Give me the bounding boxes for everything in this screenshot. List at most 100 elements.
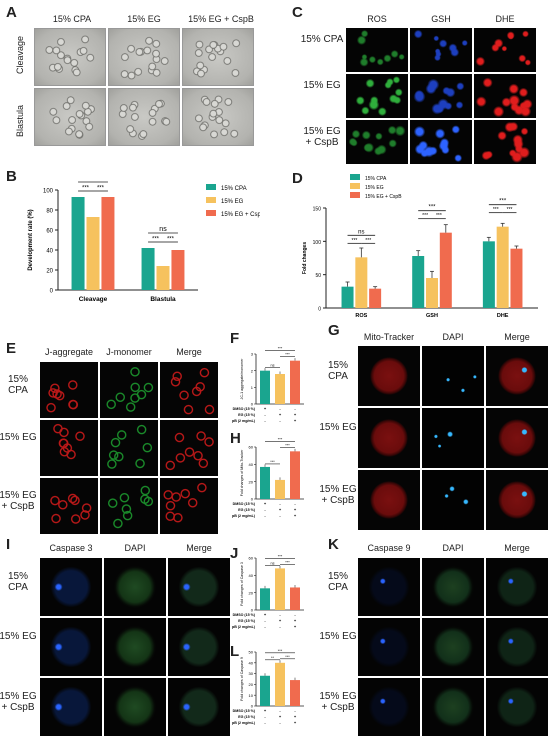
panelC-image-r1-c0 [346, 74, 408, 118]
panelJ-table-cell-2-0: - [264, 624, 266, 629]
panel-f-chart: 0 1 2 3 JC-1 aggregate/monomer ns ****** DMSO (… [232, 347, 304, 423]
panelE-image-r0-c1 [100, 362, 158, 418]
panelC-image-r0-c0 [346, 28, 408, 72]
panelJ-sig-2: *** [278, 554, 283, 558]
panel-e-letter: E [6, 340, 17, 357]
panelL-ytick-0: 0 [251, 704, 254, 709]
panelB-category-0: Cleavage [79, 296, 108, 303]
panelC-image-r2-c0 [346, 120, 408, 164]
panel-a-image-r0-c0 [34, 28, 106, 86]
panelL-table-cell-2-2: + [294, 720, 297, 725]
panelJ-ylabel: Fold changes of Caspase 3 [240, 562, 244, 606]
panelJ-ytick-2: 40 [249, 573, 254, 578]
panelB-ytick-1: 20 [46, 269, 53, 275]
panelD-bar-0-1 [355, 257, 368, 308]
panelB-ytick-4: 80 [46, 209, 53, 215]
panelL-bar-0 [260, 675, 270, 706]
panelE-col-header-0: J-aggregate [44, 347, 94, 357]
panelL-table-label-2: CspB (2 mg/mL) [232, 721, 256, 725]
panelJ-sig-1: *** [285, 560, 290, 564]
panelD-sig-c-2: *** [499, 199, 507, 205]
panelE-row-label-2: 15% EG + CspB [0, 490, 37, 512]
panelD-legend-swatch-2 [350, 192, 360, 198]
panelI-row-label-0: 15% CPA [7, 571, 28, 593]
panelL-bar-1 [275, 662, 285, 706]
panelL-table-cell-1-0: - [264, 714, 266, 719]
panelF-ytick-3: 3 [251, 352, 254, 357]
panel-b-letter: B [6, 168, 17, 185]
panelK-image-r1-c1 [422, 618, 484, 676]
panelF-sig-0: ns [270, 364, 274, 368]
panelF-table-cell-2-1: - [279, 418, 281, 423]
panelH-bar-2 [290, 451, 300, 499]
panelD-bar-1-2 [439, 232, 452, 308]
panelD-bar-2-1 [496, 226, 509, 308]
panelJ-ytick-3: 60 [249, 556, 254, 561]
panelD-sig-b-2: *** [507, 207, 513, 213]
panelB-ytick-0: 0 [50, 289, 54, 295]
panelG-image-r0-c2 [486, 346, 548, 406]
panelD-ytick-0: 0 [318, 307, 321, 313]
panel-b-chart: 0 20 40 60 80 100 Development rate (%) Cleavage… [28, 180, 260, 303]
panel-a-letter: A [6, 4, 17, 21]
panelC-col-header-2: DHE [495, 14, 515, 24]
panelL-table-cell-2-1: - [279, 720, 281, 725]
panelB-ytick-5: 100 [43, 189, 54, 195]
panelJ-table-label-1: EG (15 %) [238, 619, 256, 623]
panel-f-letter: F [230, 330, 240, 347]
panelD-bar-2-0 [482, 241, 495, 308]
panelC-row-label-1: 15% EG [303, 80, 341, 91]
panelE-image-r0-c2 [160, 362, 218, 418]
panelD-category-0: ROS [355, 313, 367, 319]
panel-g-letter: G [328, 322, 340, 339]
panelB-sig-c-0: ns [89, 180, 97, 182]
panelD-ytick-2: 100 [313, 240, 322, 246]
panelH-bar-1 [275, 479, 285, 499]
panelI-image-r0-c2 [168, 558, 230, 616]
panelB-bar-1-2 [171, 250, 185, 290]
panelD-sig-c-1: *** [428, 205, 436, 211]
panelI-row-label-1: 15% EG [0, 631, 37, 642]
panelH-table-label-0: DMSO (15 %) [233, 502, 256, 506]
panel-d-letter: D [292, 170, 303, 187]
panelC-image-r1-c2 [474, 74, 536, 118]
panelH-ytick-3: 60 [249, 445, 254, 450]
panelG-image-r1-c1 [422, 408, 484, 468]
panelJ-table-cell-0-0: + [264, 612, 267, 617]
panel-a-row-cleavage: Cleavage [15, 35, 25, 75]
panelH-sig-2: *** [278, 437, 283, 441]
panel-a-image-r0-c1 [108, 28, 180, 86]
panelF-ytick-0: 0 [251, 402, 254, 407]
panelF-table-cell-0-2: - [294, 406, 296, 411]
panelL-table-cell-1-2: + [294, 714, 297, 719]
panelJ-table-cell-2-2: + [294, 624, 297, 629]
panelD-legend-swatch-1 [350, 183, 360, 189]
panelF-ytick-1: 1 [251, 385, 254, 390]
panelL-table-cell-2-0: - [264, 720, 266, 725]
panelH-table-cell-2-1: - [279, 513, 281, 518]
panelD-ytick-1: 50 [315, 273, 321, 279]
panel-a-row-blastula: Blastula [15, 104, 25, 138]
panel-a-col-egcspb: 15% EG + CspB [188, 14, 254, 24]
panelL-ytick-5: 50 [249, 650, 254, 655]
panel-a-col-cpa: 15% CPA [52, 14, 92, 24]
panelL-ylabel: Fold changes of Caspase 9 [240, 657, 244, 701]
panelJ-table-cell-0-2: - [294, 612, 296, 617]
panelD-ytick-3: 150 [313, 207, 322, 213]
panelC-image-r0-c1 [410, 28, 472, 72]
panelF-table-label-0: DMSO (15 %) [233, 407, 256, 411]
panel-i-letter: I [6, 536, 11, 553]
panelB-ytick-3: 60 [46, 229, 53, 235]
panelF-bar-0 [260, 370, 270, 404]
panelC-col-header-0: ROS [367, 14, 387, 24]
panelF-table-label-1: EG (15 %) [238, 413, 256, 417]
panelC-image-r1-c1 [410, 74, 472, 118]
panelH-table-label-1: EG (15 %) [238, 508, 256, 512]
panel-a-image-r0-c2 [182, 28, 254, 86]
panelG-col-header-1: DAPI [442, 332, 464, 342]
panelB-sig-a-0: *** [82, 186, 90, 192]
panelK-col-header-2: Merge [504, 543, 530, 553]
panelG-col-header-0: Mito-Tracker [363, 332, 415, 342]
panelD-legend-swatch-0 [350, 174, 360, 180]
